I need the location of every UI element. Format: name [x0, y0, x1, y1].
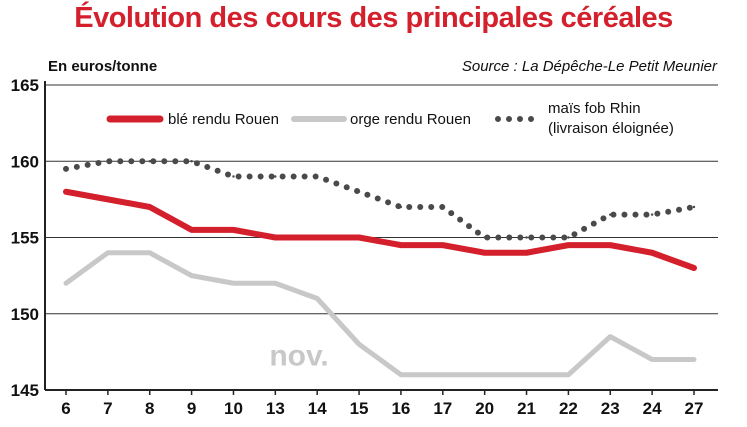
y-tick-labels: 145 150 155 160 165 — [11, 76, 39, 400]
data-point-s0-23 — [609, 243, 612, 247]
x-tick-label-15: 15 — [350, 399, 369, 418]
series-line-1 — [63, 250, 697, 378]
data-point-s2-6 — [64, 167, 68, 171]
x-tick-label-20: 20 — [475, 399, 494, 418]
x-tick-label-6: 6 — [61, 399, 70, 418]
x-tick-label-27: 27 — [685, 399, 704, 418]
x-tick-label-14: 14 — [308, 399, 327, 418]
source-label: Source : La Dépêche-Le Petit Meunier — [461, 58, 717, 75]
data-point-s1-16 — [399, 373, 403, 376]
series-line-0 — [63, 188, 697, 271]
data-point-s2-27 — [692, 205, 696, 209]
data-point-s1-23 — [609, 335, 612, 338]
data-point-s1-6 — [64, 282, 68, 285]
y-tick-label-150: 150 — [11, 305, 39, 324]
data-point-s2-16 — [399, 205, 403, 209]
data-point-s2-7 — [106, 160, 110, 163]
data-point-s1-20 — [483, 373, 486, 376]
data-point-s0-9 — [190, 228, 193, 232]
y-tick-label-145: 145 — [11, 381, 39, 400]
data-point-s2-9 — [190, 160, 193, 163]
x-tick-label-8: 8 — [145, 399, 154, 418]
data-point-s2-24 — [650, 213, 654, 216]
legend-label-mais-line2: (livraison éloignée) — [548, 120, 674, 137]
x-tick-label-7: 7 — [103, 399, 112, 418]
data-point-s2-14 — [316, 175, 319, 178]
data-point-s0-8 — [148, 205, 151, 209]
data-point-s1-15 — [357, 343, 361, 346]
chart-title: Évolution des cours des principales céré… — [74, 2, 673, 34]
data-point-s0-21 — [525, 251, 528, 254]
data-point-s0-15 — [357, 236, 361, 239]
data-point-s1-9 — [190, 274, 193, 277]
data-point-s0-20 — [483, 251, 486, 254]
data-point-s0-6 — [64, 190, 68, 193]
data-point-s2-17 — [441, 205, 444, 209]
x-tick-label-16: 16 — [391, 399, 410, 418]
data-point-s0-17 — [441, 243, 444, 247]
x-tick-label-10: 10 — [224, 399, 243, 418]
data-point-s0-7 — [106, 198, 110, 201]
series-layer — [63, 158, 697, 378]
legend-label-ble: blé rendu Rouen — [168, 111, 279, 128]
data-point-s2-20 — [483, 236, 486, 239]
data-point-s1-14 — [316, 297, 319, 300]
x-tick-label-13: 13 — [266, 399, 285, 418]
data-point-s0-14 — [316, 236, 319, 239]
data-point-s1-24 — [650, 358, 654, 361]
data-point-s2-10 — [232, 175, 235, 178]
data-point-s0-10 — [232, 228, 235, 232]
data-point-s2-23 — [609, 213, 612, 216]
data-point-s1-22 — [567, 373, 570, 376]
data-point-s1-17 — [441, 373, 444, 376]
data-point-s2-22 — [567, 236, 570, 239]
data-point-s1-13 — [274, 282, 277, 285]
data-point-s2-13 — [274, 175, 277, 178]
data-point-s1-8 — [148, 251, 151, 254]
x-tick-label-22: 22 — [559, 399, 578, 418]
x-tick-label-21: 21 — [517, 399, 536, 418]
data-point-s0-22 — [567, 243, 570, 247]
x-tick-label-9: 9 — [187, 399, 196, 418]
x-tick-label-24: 24 — [643, 399, 662, 418]
y-tick-label-160: 160 — [11, 152, 39, 171]
data-point-s2-21 — [525, 236, 528, 239]
y-tick-label-155: 155 — [11, 229, 39, 248]
legend-label-orge: orge rendu Rouen — [350, 111, 471, 128]
data-point-s0-13 — [274, 236, 277, 239]
annotation-nov: nov. — [269, 340, 328, 373]
data-point-s1-21 — [525, 373, 528, 376]
grid-layer — [44, 81, 718, 391]
legend: blé rendu Rouen orge rendu Rouen maïs fob … — [106, 100, 674, 137]
data-point-s2-15 — [357, 190, 361, 193]
data-point-s0-24 — [650, 251, 654, 254]
x-tick-label-23: 23 — [601, 399, 620, 418]
data-point-s0-16 — [399, 243, 403, 247]
data-point-s2-8 — [148, 160, 151, 163]
y-unit-label: En euros/tonne — [48, 58, 158, 75]
data-point-s0-27 — [692, 266, 696, 270]
series-line-2 — [63, 158, 697, 241]
x-tick-label-17: 17 — [433, 399, 452, 418]
data-point-s1-10 — [232, 282, 235, 285]
data-point-s1-27 — [692, 358, 696, 361]
y-tick-label-165: 165 — [11, 76, 39, 95]
legend-label-mais: maïs fob Rhin — [548, 100, 641, 117]
data-point-s1-7 — [106, 251, 110, 254]
x-tick-labels: 6 7 8 9 10 13 14 15 16 17 20 21 22 23 24 27 — [61, 390, 703, 418]
